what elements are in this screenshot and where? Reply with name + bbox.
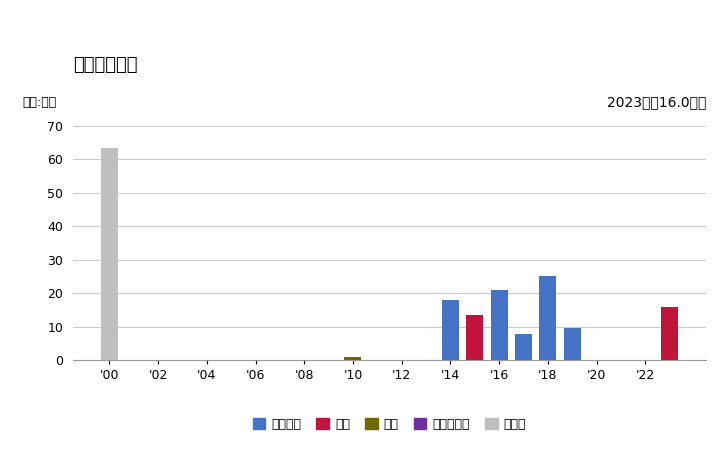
Text: 単位:トン: 単位:トン: [22, 95, 56, 108]
Bar: [539, 276, 556, 360]
Bar: [515, 334, 532, 360]
Bar: [442, 300, 459, 360]
Legend: ベトナム, 韓国, 中国, マレーシア, その他: ベトナム, 韓国, 中国, マレーシア, その他: [248, 413, 531, 436]
Bar: [466, 315, 483, 360]
Bar: [661, 307, 678, 360]
Bar: [563, 328, 581, 360]
Bar: [344, 357, 362, 360]
Bar: [491, 290, 507, 360]
Bar: [100, 148, 118, 360]
Text: 2023年：16.0トン: 2023年：16.0トン: [606, 95, 706, 110]
Text: 輸出量の推移: 輸出量の推移: [73, 56, 138, 74]
